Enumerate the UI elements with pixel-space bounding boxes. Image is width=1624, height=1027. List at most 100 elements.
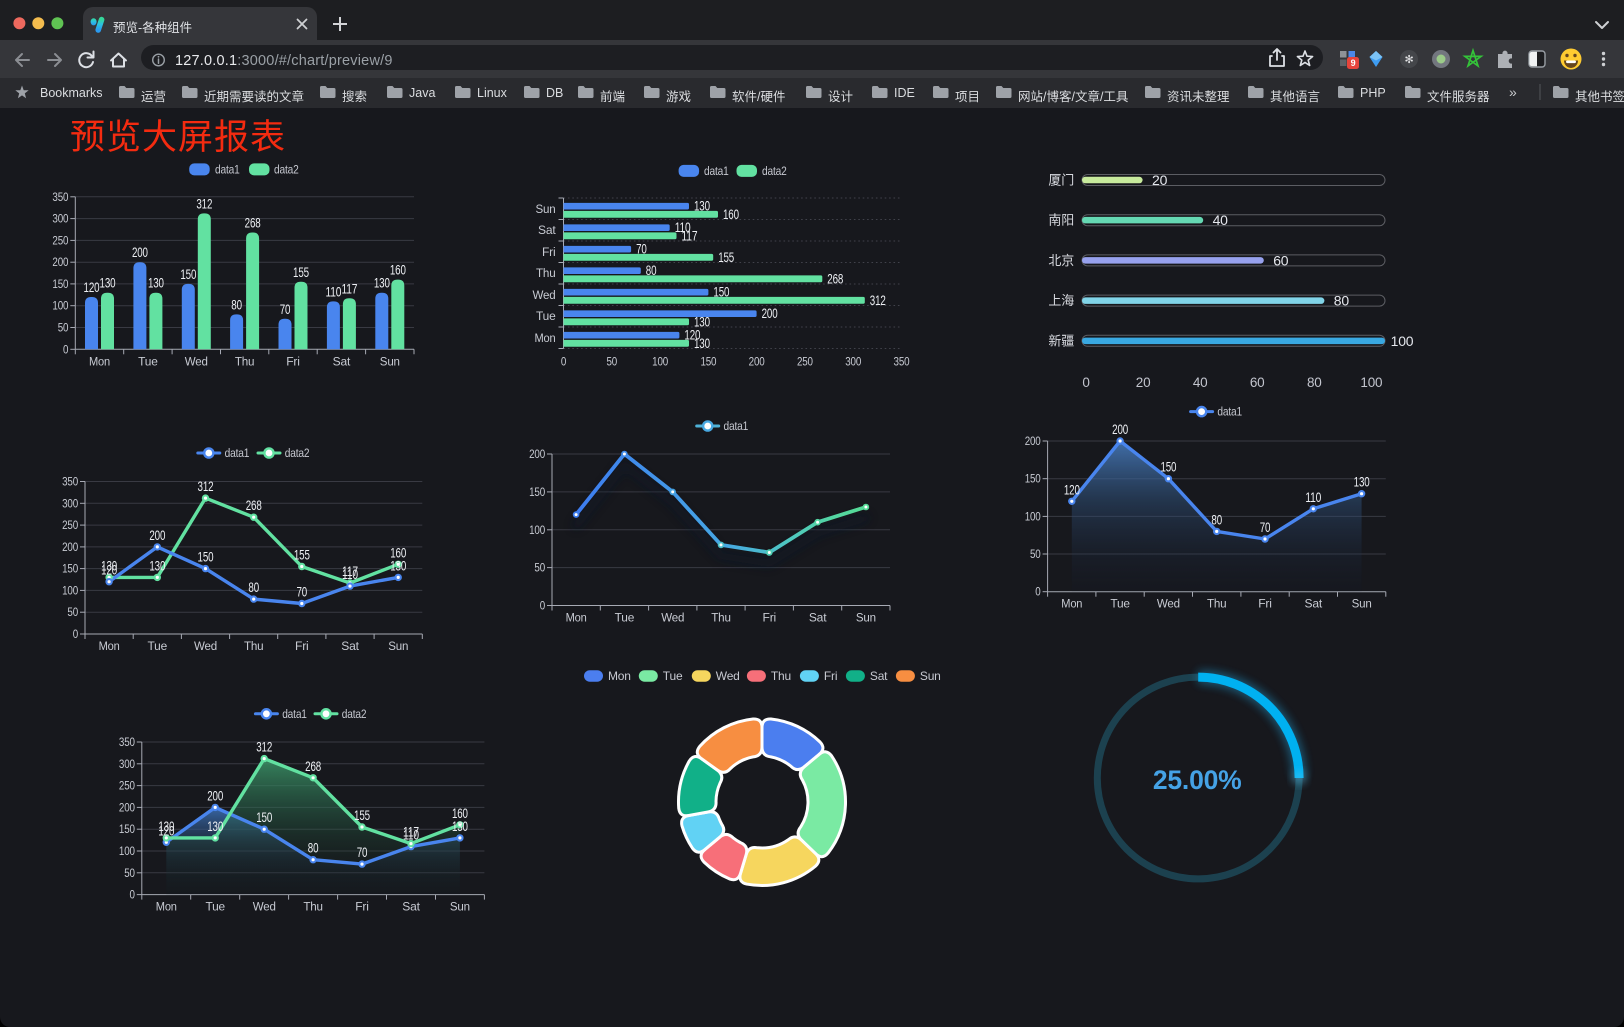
svg-text:130: 130 xyxy=(374,276,390,291)
svg-text:268: 268 xyxy=(246,498,262,513)
svg-text:268: 268 xyxy=(245,216,261,231)
svg-text:0: 0 xyxy=(561,355,567,369)
svg-text:✻: ✻ xyxy=(1404,54,1413,66)
svg-text:150: 150 xyxy=(700,355,716,369)
svg-text:Sun: Sun xyxy=(388,639,408,653)
svg-text:100: 100 xyxy=(62,583,78,597)
svg-text:100: 100 xyxy=(119,844,135,858)
svg-text:南阳: 南阳 xyxy=(1048,213,1074,228)
svg-text:50: 50 xyxy=(58,321,69,335)
svg-text:80: 80 xyxy=(1211,512,1222,527)
svg-text:厦门: 厦门 xyxy=(1048,173,1074,188)
svg-text:data2: data2 xyxy=(285,446,310,460)
svg-text:data1: data1 xyxy=(282,707,307,721)
svg-text:300: 300 xyxy=(62,496,78,510)
svg-text:110: 110 xyxy=(342,567,358,582)
svg-text:Wed: Wed xyxy=(661,611,684,625)
svg-text:70: 70 xyxy=(636,242,647,257)
svg-text:350: 350 xyxy=(894,355,910,369)
svg-text:50: 50 xyxy=(534,561,545,575)
svg-text:200: 200 xyxy=(762,306,778,321)
svg-text:70: 70 xyxy=(297,585,308,600)
svg-text:150: 150 xyxy=(52,277,68,291)
svg-text:80: 80 xyxy=(231,297,242,312)
svg-text:Fri: Fri xyxy=(1258,597,1272,611)
svg-text:Sat: Sat xyxy=(870,669,888,683)
svg-text:Tue: Tue xyxy=(1110,597,1130,611)
svg-text:100: 100 xyxy=(1025,509,1041,523)
svg-text:0: 0 xyxy=(73,627,79,641)
svg-text:130: 130 xyxy=(694,199,710,214)
svg-text:150: 150 xyxy=(529,485,545,499)
svg-text:130: 130 xyxy=(390,558,406,573)
svg-text:Thu: Thu xyxy=(1207,597,1227,611)
svg-text:200: 200 xyxy=(132,245,148,260)
svg-text:70: 70 xyxy=(357,845,368,860)
svg-text:Sat: Sat xyxy=(1305,597,1323,611)
svg-text:150: 150 xyxy=(713,285,729,300)
svg-text:155: 155 xyxy=(294,548,310,563)
svg-text:150: 150 xyxy=(256,810,272,825)
svg-text:300: 300 xyxy=(119,757,135,771)
svg-text:80: 80 xyxy=(1334,293,1350,309)
svg-text:Mon: Mon xyxy=(535,331,556,345)
svg-text:150: 150 xyxy=(119,822,135,836)
svg-text:Wed: Wed xyxy=(1157,597,1180,611)
svg-text:200: 200 xyxy=(1025,434,1041,448)
svg-text:150: 150 xyxy=(198,550,214,565)
svg-text:60: 60 xyxy=(1250,375,1265,390)
svg-text:80: 80 xyxy=(248,580,259,595)
svg-text:100: 100 xyxy=(1391,333,1414,349)
svg-text:200: 200 xyxy=(529,447,545,461)
svg-text:Mon: Mon xyxy=(89,354,110,368)
svg-text:data1: data1 xyxy=(1217,405,1242,419)
svg-text:data1: data1 xyxy=(215,163,240,177)
svg-text:Sun: Sun xyxy=(450,900,470,914)
svg-text:155: 155 xyxy=(293,265,309,280)
svg-text:20: 20 xyxy=(1136,375,1151,390)
svg-text:130: 130 xyxy=(1354,475,1370,490)
svg-text:Tue: Tue xyxy=(148,639,168,653)
svg-text:300: 300 xyxy=(845,355,861,369)
svg-text:0: 0 xyxy=(1035,585,1041,599)
svg-text:Fri: Fri xyxy=(824,669,837,683)
svg-text:150: 150 xyxy=(1025,472,1041,486)
svg-text:Mon: Mon xyxy=(1061,597,1082,611)
svg-text:data2: data2 xyxy=(274,163,299,177)
svg-text:117: 117 xyxy=(342,564,358,579)
svg-text:0: 0 xyxy=(540,599,546,613)
svg-text:北京: 北京 xyxy=(1048,253,1074,268)
svg-text:117: 117 xyxy=(682,228,698,243)
svg-text:Thu: Thu xyxy=(536,266,556,280)
svg-text:70: 70 xyxy=(1260,520,1271,535)
svg-text:Thu: Thu xyxy=(235,354,255,368)
svg-text:Sun: Sun xyxy=(920,669,941,683)
svg-text:data1: data1 xyxy=(704,164,729,178)
svg-text:312: 312 xyxy=(870,293,886,308)
svg-text:155: 155 xyxy=(354,808,370,823)
svg-text:110: 110 xyxy=(675,220,691,235)
svg-text:Sat: Sat xyxy=(341,639,359,653)
svg-text:130: 130 xyxy=(158,819,174,834)
svg-text:130: 130 xyxy=(148,276,164,291)
svg-text:50: 50 xyxy=(67,605,78,619)
svg-text:Tue: Tue xyxy=(138,354,158,368)
svg-text:9: 9 xyxy=(1351,58,1356,68)
svg-text:60: 60 xyxy=(1273,252,1289,268)
svg-text:160: 160 xyxy=(723,207,739,222)
svg-text:Fri: Fri xyxy=(763,611,777,625)
svg-text:50: 50 xyxy=(124,866,135,880)
svg-text:Sun: Sun xyxy=(536,202,556,216)
svg-text:Sun: Sun xyxy=(1352,597,1372,611)
svg-text:80: 80 xyxy=(646,263,657,278)
svg-text:130: 130 xyxy=(694,314,710,329)
svg-text:Wed: Wed xyxy=(185,354,208,368)
svg-text:0: 0 xyxy=(130,888,136,902)
svg-text:200: 200 xyxy=(52,255,68,269)
svg-text:100: 100 xyxy=(652,355,668,369)
svg-text:Thu: Thu xyxy=(303,900,323,914)
svg-text:Sat: Sat xyxy=(538,223,556,237)
svg-text:Wed: Wed xyxy=(533,288,556,302)
svg-text:Tue: Tue xyxy=(615,611,635,625)
svg-text:160: 160 xyxy=(390,545,406,560)
